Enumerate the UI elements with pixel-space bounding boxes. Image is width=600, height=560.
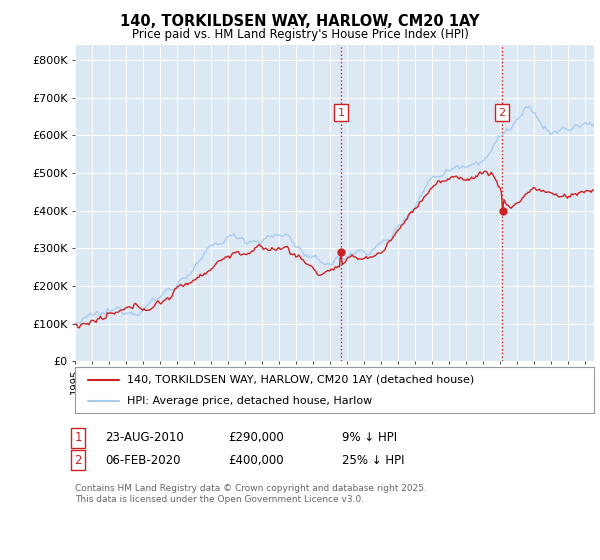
Text: 2: 2 [499,108,506,118]
Text: 2: 2 [74,454,82,467]
Text: Contains HM Land Registry data © Crown copyright and database right 2025.
This d: Contains HM Land Registry data © Crown c… [75,484,427,504]
Text: 140, TORKILDSEN WAY, HARLOW, CM20 1AY (detached house): 140, TORKILDSEN WAY, HARLOW, CM20 1AY (d… [127,375,474,385]
Text: HPI: Average price, detached house, Harlow: HPI: Average price, detached house, Harl… [127,396,372,406]
Text: £400,000: £400,000 [228,454,284,467]
Text: Price paid vs. HM Land Registry's House Price Index (HPI): Price paid vs. HM Land Registry's House … [131,28,469,41]
Text: 9% ↓ HPI: 9% ↓ HPI [342,431,397,445]
Text: 1: 1 [74,431,82,445]
Text: 25% ↓ HPI: 25% ↓ HPI [342,454,404,467]
Text: 140, TORKILDSEN WAY, HARLOW, CM20 1AY: 140, TORKILDSEN WAY, HARLOW, CM20 1AY [120,14,480,29]
Text: 06-FEB-2020: 06-FEB-2020 [105,454,181,467]
Text: 23-AUG-2010: 23-AUG-2010 [105,431,184,445]
Text: 1: 1 [338,108,344,118]
Text: £290,000: £290,000 [228,431,284,445]
